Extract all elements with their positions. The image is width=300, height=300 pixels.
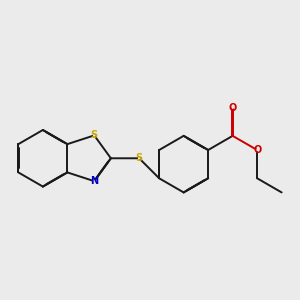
Circle shape: [256, 149, 258, 151]
Text: O: O: [229, 103, 237, 112]
Text: S: S: [91, 130, 98, 140]
Text: S: S: [136, 153, 143, 163]
Text: N: N: [90, 176, 98, 186]
Text: O: O: [253, 145, 261, 155]
Circle shape: [94, 181, 95, 182]
Circle shape: [139, 158, 140, 159]
Circle shape: [232, 107, 233, 108]
Circle shape: [94, 135, 95, 136]
